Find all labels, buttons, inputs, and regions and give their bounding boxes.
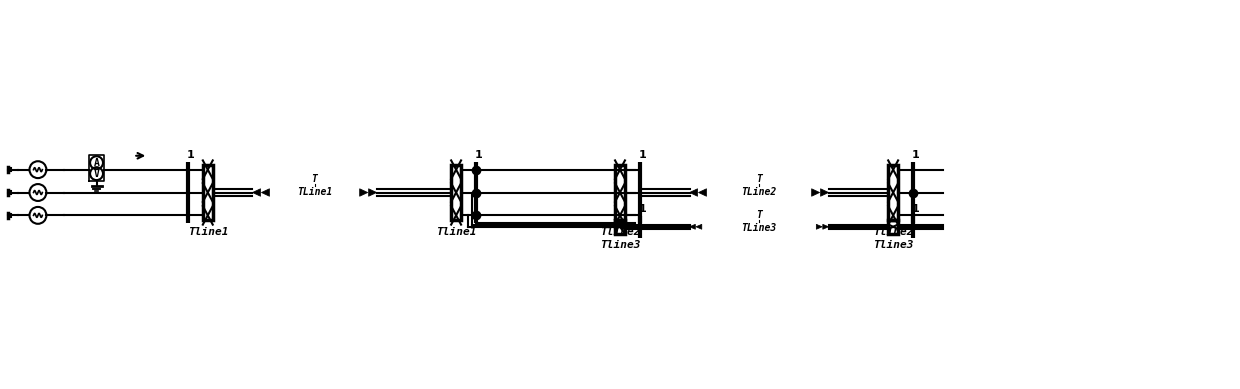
Polygon shape	[698, 189, 707, 196]
Polygon shape	[368, 189, 377, 196]
Polygon shape	[689, 224, 696, 229]
Polygon shape	[816, 224, 822, 229]
Text: Tline2: Tline2	[873, 227, 914, 237]
Text: T: T	[756, 210, 763, 220]
Text: A: A	[93, 158, 99, 168]
Text: 1: 1	[913, 150, 920, 160]
Bar	[451, 165, 461, 220]
Text: V: V	[93, 169, 99, 179]
Bar	[888, 165, 898, 220]
Bar	[203, 165, 213, 220]
Text: Tline3: Tline3	[873, 240, 914, 250]
Text: Tline3: Tline3	[600, 240, 640, 250]
Polygon shape	[262, 189, 269, 196]
Text: Tline1: Tline1	[187, 227, 228, 237]
Bar	[888, 220, 898, 234]
Text: 1: 1	[475, 150, 482, 160]
Text: T: T	[756, 173, 763, 184]
Text: T: T	[311, 173, 317, 184]
Text: 1: 1	[913, 204, 920, 214]
Text: 1: 1	[187, 150, 195, 160]
Polygon shape	[689, 189, 698, 196]
Text: 1: 1	[639, 150, 647, 160]
Text: TLine3: TLine3	[742, 223, 776, 233]
Bar	[615, 165, 625, 220]
Polygon shape	[812, 189, 820, 196]
Bar	[615, 220, 625, 234]
Polygon shape	[696, 224, 702, 229]
Polygon shape	[253, 189, 260, 196]
Text: 1: 1	[639, 204, 647, 214]
Polygon shape	[360, 189, 368, 196]
Text: Tline2: Tline2	[600, 227, 640, 237]
Polygon shape	[821, 189, 828, 196]
Text: Tline1: Tline1	[435, 227, 476, 237]
Polygon shape	[823, 224, 828, 229]
Text: TLine2: TLine2	[742, 187, 776, 196]
Text: TLine1: TLine1	[296, 187, 332, 196]
